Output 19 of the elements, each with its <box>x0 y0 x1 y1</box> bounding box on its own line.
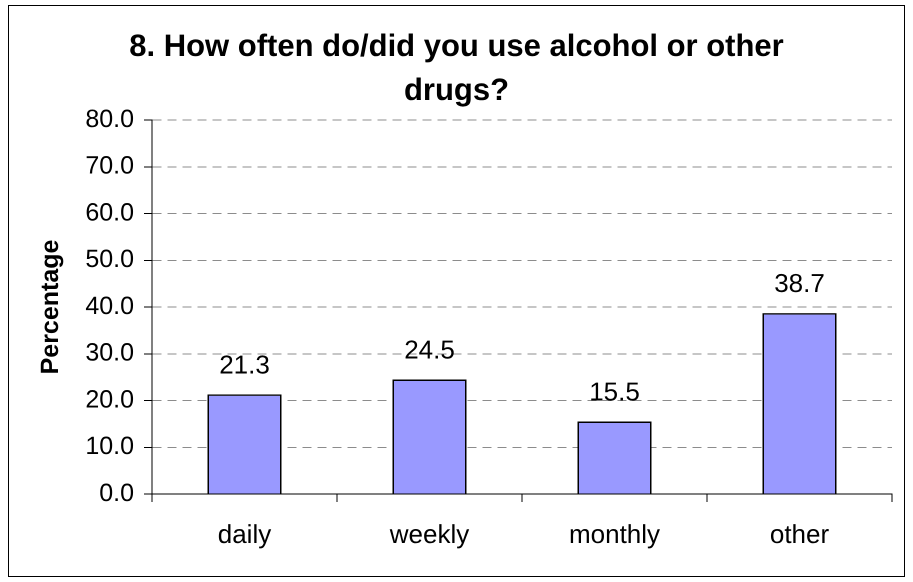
x-tick-label: other <box>770 518 830 549</box>
y-tick-label: 80.0 <box>85 104 134 133</box>
y-tick-label: 0.0 <box>99 478 134 507</box>
y-tick-label: 60.0 <box>85 198 134 226</box>
y-axis-title: Percentage <box>36 240 64 374</box>
data-label: 38.7 <box>774 268 825 298</box>
data-label: 21.3 <box>219 350 270 380</box>
y-tick-label: 70.0 <box>85 152 134 180</box>
chart-title: 8. How often do/did you use alcohol or other drugs? <box>129 28 784 107</box>
data-label: 24.5 <box>404 334 455 365</box>
x-tick-label: weekly <box>388 518 470 549</box>
y-tick-label: 20.0 <box>85 385 134 414</box>
x-tick-label: monthly <box>568 518 660 549</box>
y-tick-label: 10.0 <box>85 432 134 460</box>
y-tick-label: 40.0 <box>85 292 134 320</box>
x-tick-label: daily <box>218 518 272 549</box>
y-tick-label: 50.0 <box>85 245 134 274</box>
data-label: 15.5 <box>589 376 640 407</box>
y-tick-label: 30.0 <box>85 338 134 367</box>
